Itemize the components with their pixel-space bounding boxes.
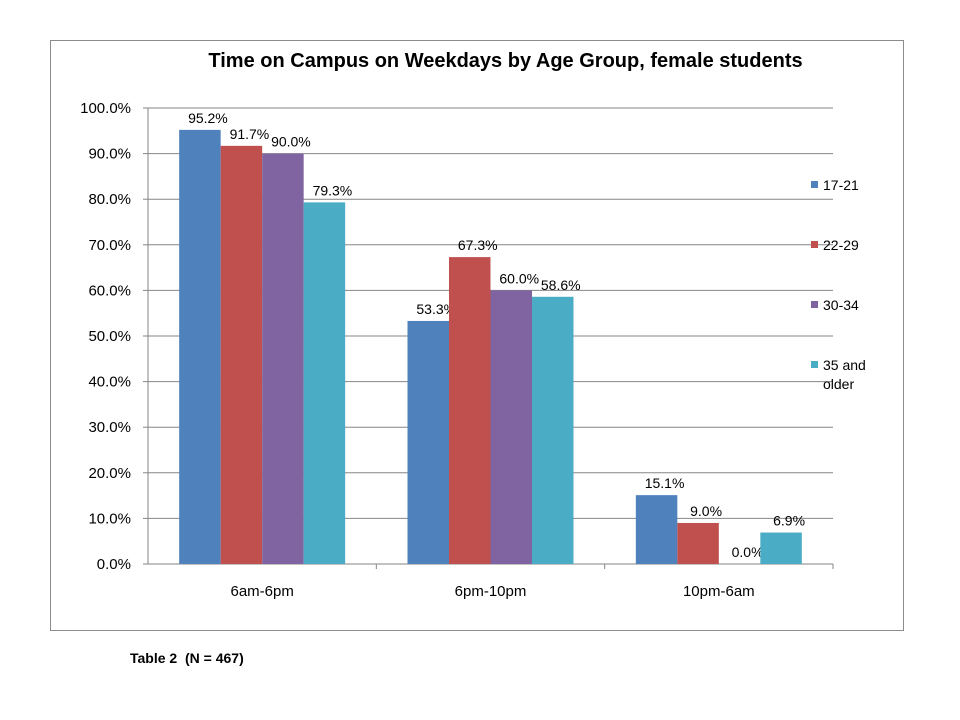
bar [220, 145, 263, 564]
data-label: 60.0% [499, 270, 539, 286]
chart-frame: Time on Campus on Weekdays by Age Group,… [50, 40, 904, 631]
data-label: 0.0% [732, 544, 764, 560]
y-tick-label: 90.0% [88, 146, 131, 163]
y-tick-label: 40.0% [88, 374, 131, 391]
y-tick-label: 60.0% [88, 282, 131, 299]
x-category-label: 6pm-10pm [455, 583, 527, 600]
legend-swatch [811, 301, 818, 308]
bar [532, 296, 574, 564]
y-tick-label: 100.0% [80, 100, 131, 117]
legend-swatch [811, 361, 818, 368]
y-tick-label: 20.0% [88, 465, 131, 482]
table-footnote: Table 2 (N = 467) [130, 650, 244, 666]
bar [490, 290, 532, 564]
x-category-label: 10pm-6am [683, 583, 755, 600]
legend-label: 17-21 [823, 177, 859, 193]
data-label: 6.9% [773, 513, 805, 529]
bar [407, 320, 449, 564]
bar [179, 129, 221, 564]
bar [635, 495, 678, 564]
y-tick-label: 70.0% [88, 237, 131, 254]
bar [449, 257, 491, 564]
data-label: 90.0% [271, 134, 311, 150]
legend-label: 22-29 [823, 237, 859, 253]
bar [262, 153, 304, 564]
data-label: 15.1% [645, 475, 685, 491]
y-tick-label: 30.0% [88, 419, 131, 436]
data-label: 91.7% [230, 126, 270, 142]
y-tick-label: 80.0% [88, 191, 131, 208]
y-tick-label: 0.0% [97, 556, 131, 573]
legend-label: 35 and older [823, 357, 866, 392]
data-label: 53.3% [416, 301, 456, 317]
data-label: 9.0% [690, 503, 722, 519]
legend-swatch [811, 181, 818, 188]
bar [760, 532, 802, 564]
y-tick-label: 10.0% [88, 510, 131, 527]
bar [677, 522, 719, 564]
data-label: 58.6% [541, 277, 581, 293]
bar-chart: Time on Campus on Weekdays by Age Group,… [80, 50, 866, 600]
data-label: 95.2% [188, 110, 228, 126]
y-tick-label: 50.0% [88, 328, 131, 345]
data-label: 67.3% [458, 237, 498, 253]
bar [303, 202, 346, 564]
data-label: 79.3% [313, 182, 353, 198]
x-category-label: 6am-6pm [230, 583, 293, 600]
legend-label: 30-34 [823, 297, 859, 313]
chart-title: Time on Campus on Weekdays by Age Group,… [208, 50, 802, 72]
legend-swatch [811, 241, 818, 248]
